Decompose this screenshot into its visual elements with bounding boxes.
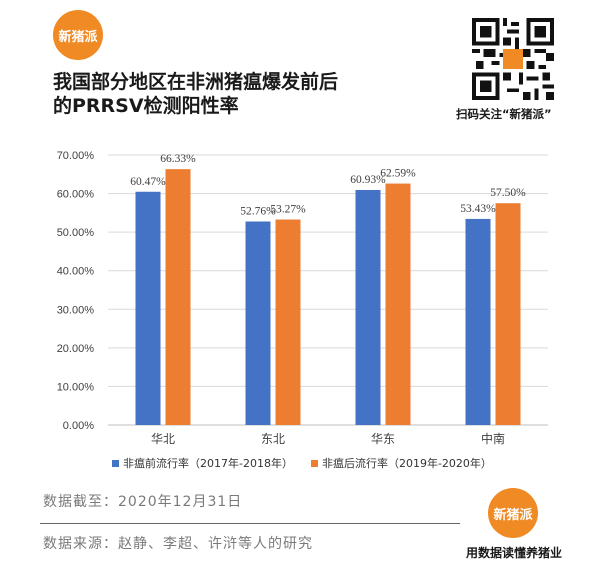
bar: [275, 219, 301, 425]
bar: [135, 191, 161, 425]
chart-title: 我国部分地区在非洲猪瘟爆发前后 的PRRSV检测阳性率: [53, 70, 338, 118]
title-line-1: 我国部分地区在非洲猪瘟爆发前后: [53, 71, 339, 93]
data-label: 53.43%: [460, 203, 496, 215]
y-tick-label: 50.00%: [57, 227, 95, 239]
bar: [245, 221, 271, 425]
legend-swatch-after: [310, 459, 318, 467]
x-category-label: 东北: [261, 432, 285, 446]
bar: [495, 203, 521, 425]
data-label: 53.27%: [270, 204, 306, 216]
legend-item-after: 非瘟后流行率（2019年-2020年）: [310, 455, 492, 471]
legend-swatch-before: [112, 459, 119, 467]
legend-label-before: 非瘟前流行率（2017年-2018年）: [123, 457, 293, 470]
brand-badge: 新猪派: [488, 488, 538, 538]
data-label: 57.50%: [490, 187, 526, 199]
data-label: 60.47%: [130, 176, 166, 188]
bar-chart: 0.00% 10.00% 20.00% 30.00% 40.00% 50.00% 60.00…: [57, 150, 548, 446]
footer-divider: [40, 523, 460, 524]
y-tick-label: 70.00%: [57, 150, 95, 162]
y-tick-label: 10.00%: [57, 381, 95, 393]
source-note: 数据来源：赵静、李超、许浒等人的研究: [43, 536, 313, 552]
legend-label-after: 非瘟后流行率（2019年-2020年）: [321, 457, 492, 470]
qr-caption: 扫码关注“新猪派”: [456, 107, 552, 121]
title-line-2: 的PRRSV检测阳性率: [53, 95, 239, 117]
chart-legend: 非瘟前流行率（2017年-2018年） 非瘟后流行率（2019年-2020年）: [112, 455, 492, 471]
legend-item-before: 非瘟前流行率（2017年-2018年）: [112, 455, 293, 471]
x-category-label: 华北: [151, 432, 175, 446]
y-tick-label: 0.00%: [63, 420, 94, 432]
brand-badge-text: 新猪派: [493, 507, 533, 523]
qr-code-icon: [472, 18, 554, 100]
y-tick-label: 30.00%: [57, 304, 95, 316]
brand-logo: 新猪派: [53, 10, 103, 60]
bar: [465, 218, 491, 425]
data-label: 62.59%: [380, 168, 416, 180]
bar: [165, 169, 191, 425]
bar: [355, 189, 381, 425]
x-category-label: 中南: [481, 431, 505, 446]
brand-slogan: 用数据读懂养猪业: [466, 546, 563, 560]
y-tick-label: 40.00%: [57, 266, 95, 278]
y-tick-label: 20.00%: [57, 343, 95, 355]
data-label: 66.33%: [160, 153, 196, 165]
data-label: 60.93%: [350, 174, 386, 186]
data-label: 52.76%: [240, 205, 276, 217]
brand-logo-text: 新猪派: [58, 29, 98, 45]
y-tick-label: 60.00%: [57, 189, 95, 201]
bar: [385, 183, 411, 425]
x-category-label: 华东: [371, 432, 395, 446]
date-note: 数据截至：2020年12月31日: [43, 494, 243, 510]
